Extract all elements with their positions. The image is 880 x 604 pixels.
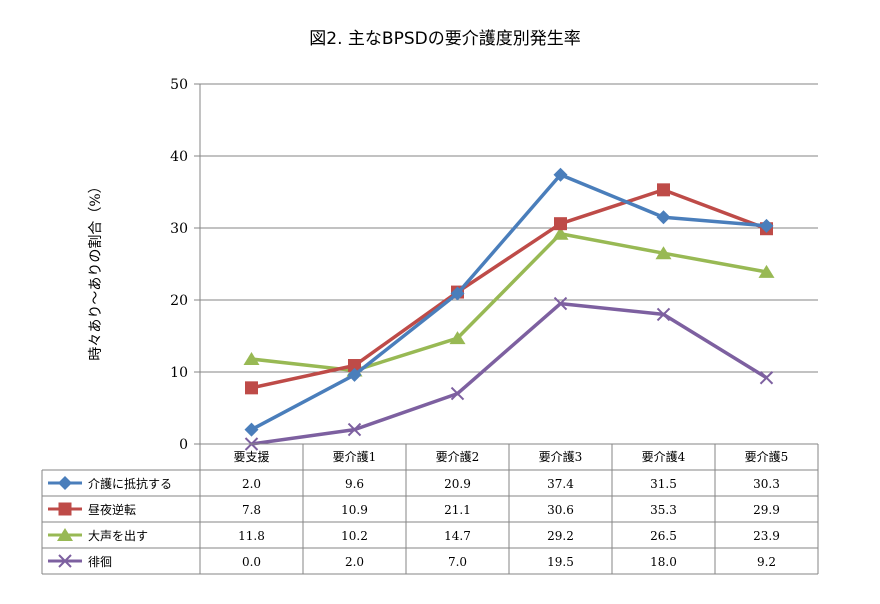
y-tick-label: 20 — [170, 293, 188, 309]
x-category-label: 要介護3 — [539, 449, 583, 464]
y-axis-label: 時々あり～ありの割合（%） — [87, 179, 104, 360]
table-cell-value: 21.1 — [444, 503, 471, 517]
data-point — [657, 183, 670, 197]
table-cell-value: 29.9 — [753, 503, 780, 517]
data-point — [450, 286, 465, 301]
table-cell-value: 19.5 — [547, 555, 574, 569]
table-cell-value: 9.2 — [757, 555, 776, 569]
chart-title: 図2. 主なBPSDの要介護度別発生率 — [309, 29, 580, 49]
data-point — [553, 167, 568, 182]
table-cell-value: 10.9 — [341, 503, 368, 517]
data-point — [759, 371, 774, 385]
table-cell-value: 35.3 — [650, 503, 677, 517]
table-cell-value: 2.0 — [345, 555, 364, 569]
legend-entry: 徘徊 — [88, 555, 112, 569]
table-cell-value: 2.0 — [242, 477, 261, 491]
data-point — [554, 217, 567, 231]
data-point — [245, 381, 258, 395]
y-tick-label: 0 — [179, 437, 188, 453]
series-line — [250, 172, 767, 432]
data-point — [450, 386, 465, 401]
data-point — [348, 359, 361, 373]
table-cell-value: 7.8 — [242, 503, 261, 517]
table-cell-value: 14.7 — [444, 529, 471, 543]
x-category-label: 要支援 — [233, 450, 269, 464]
table-cell-value: 29.2 — [547, 529, 574, 543]
data-point — [347, 422, 362, 437]
x-category-label: 要介護2 — [436, 449, 480, 464]
legend-entry: 大声を出す — [88, 529, 148, 543]
table-cell-value: 31.5 — [650, 477, 677, 491]
y-tick-label: 40 — [170, 149, 188, 165]
table-cell-value: 30.6 — [547, 503, 574, 517]
data-point — [656, 210, 671, 225]
table-cell-value: 9.6 — [345, 477, 364, 491]
table-cell-value: 11.8 — [238, 529, 265, 543]
data-point — [347, 367, 362, 382]
y-tick-label: 30 — [170, 221, 188, 237]
data-point — [655, 246, 672, 260]
table-cell-value: 37.4 — [547, 477, 574, 491]
legend-key-marker — [58, 554, 72, 568]
y-tick-label: 50 — [170, 77, 188, 93]
x-marker-stroke — [656, 307, 671, 322]
x-category-label: 要介護5 — [745, 449, 789, 464]
x-marker-stroke — [759, 371, 774, 385]
data-point — [758, 264, 775, 278]
x-marker-stroke — [347, 422, 362, 437]
x-category-label: 要介護1 — [333, 449, 377, 464]
plot-area: 0 10 20 30 40 50 — [170, 77, 818, 453]
table-cell-value: 26.5 — [650, 529, 677, 543]
table-cell-value: 18.0 — [650, 555, 677, 569]
x-category-label: 要介護4 — [642, 449, 686, 464]
y-tick-label: 10 — [170, 365, 188, 381]
x-marker-stroke — [58, 554, 72, 568]
data-table: 要支援 要介護1 要介護2 要介護3 要介護4 要介護5 介護に抵抗する 2.0 9.6 20.9… — [41, 443, 819, 575]
legend-entry: 昼夜逆転 — [88, 502, 136, 517]
table-cell-value: 30.3 — [753, 477, 780, 491]
data-point — [759, 218, 774, 233]
x-marker-stroke — [450, 386, 465, 401]
data-point — [553, 296, 568, 311]
data-point — [449, 331, 466, 345]
series-line — [251, 188, 768, 390]
data-point — [656, 307, 671, 322]
data-point — [244, 422, 259, 437]
table-cell-value: 10.2 — [341, 529, 368, 543]
table-cell-value: 0.0 — [242, 555, 261, 569]
data-point — [552, 226, 569, 240]
x-marker-stroke — [553, 296, 568, 311]
legend-key-marker — [58, 476, 72, 490]
legend-key-marker — [57, 528, 73, 541]
table-cell-value: 23.9 — [753, 529, 780, 543]
table-cell-value: 7.0 — [448, 555, 467, 569]
table-cell-value: 20.9 — [444, 477, 471, 491]
data-point — [243, 352, 260, 366]
legend-entry: 介護に抵抗する — [88, 476, 172, 491]
legend-key-marker — [58, 502, 72, 516]
series-line — [251, 301, 768, 446]
